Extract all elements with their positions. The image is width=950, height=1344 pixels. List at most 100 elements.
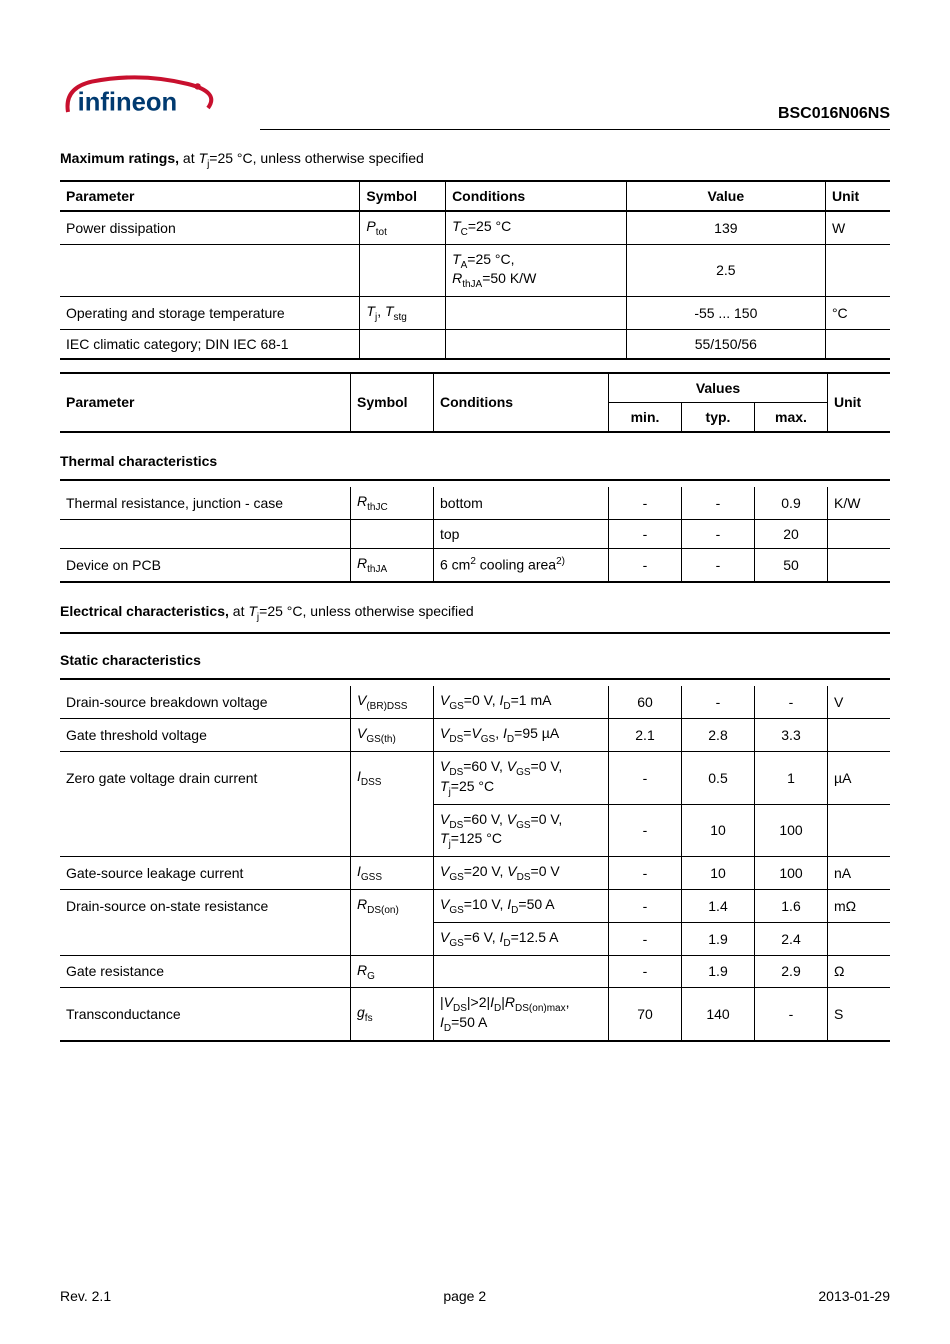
cell-symbol [351, 804, 434, 857]
cell-max: 1.6 [755, 889, 828, 922]
table-row: Zero gate voltage drain currentIDSSVDS=6… [60, 751, 890, 804]
col-max: max. [755, 402, 828, 432]
cell-symbol: Ptot [360, 211, 446, 244]
cell-min: 60 [609, 686, 682, 718]
cell-min: - [609, 889, 682, 922]
table-row: Drain-source breakdown voltageV(BR)DSSVG… [60, 686, 890, 718]
cell-unit: nA [828, 857, 891, 890]
cell-param: Drain-source breakdown voltage [60, 686, 351, 718]
static-title: Static characteristics [60, 652, 890, 680]
part-number: BSC016N06NS [260, 105, 890, 130]
col-min: min. [609, 402, 682, 432]
cell-cond: |VDS|>2|ID|RDS(on)max,ID=50 A [434, 988, 609, 1041]
col-symbol: Symbol [360, 181, 446, 211]
col-unit: Unit [828, 373, 891, 432]
table-header-row: Parameter Symbol Conditions Value Unit [60, 181, 890, 211]
cell-param: Power dissipation [60, 211, 360, 244]
page-footer: Rev. 2.1 page 2 2013-01-29 [60, 1288, 890, 1304]
cell-max: 2.9 [755, 955, 828, 988]
cell-param: Gate resistance [60, 955, 351, 988]
values-header-table: Parameter Symbol Conditions Values Unit … [60, 372, 890, 433]
table-row: IEC climatic category; DIN IEC 68-1 55/1… [60, 329, 890, 359]
page-header: infineon BSC016N06NS [60, 70, 890, 130]
cell-unit: K/W [828, 487, 891, 519]
table-header-row: Parameter Symbol Conditions Values Unit [60, 373, 890, 403]
cell-cond: bottom [434, 487, 609, 519]
table-row: top - - 20 [60, 519, 890, 548]
cell-min: - [609, 857, 682, 890]
cell-unit: S [828, 988, 891, 1041]
cell-typ: - [682, 519, 755, 548]
table-row: Thermal resistance, junction - case RthJ… [60, 487, 890, 519]
cell-symbol: V(BR)DSS [351, 686, 434, 718]
cell-unit: °C [825, 297, 890, 330]
cell-min: - [609, 519, 682, 548]
cell-typ: 2.8 [682, 719, 755, 752]
cell-param: Operating and storage temperature [60, 297, 360, 330]
cell-value: 2.5 [626, 244, 825, 297]
cell-param: Drain-source on-state resistance [60, 889, 351, 922]
cell-symbol: VGS(th) [351, 719, 434, 752]
table-row: Operating and storage temperature Tj, Ts… [60, 297, 890, 330]
cell-param [60, 922, 351, 955]
elec-title-bold: Electrical characteristics, [60, 603, 229, 619]
cell-min: 70 [609, 988, 682, 1041]
cell-param: Thermal resistance, junction - case [60, 487, 351, 519]
svg-text:infineon: infineon [78, 88, 178, 116]
cell-max: 2.4 [755, 922, 828, 955]
cell-typ: 1.9 [682, 922, 755, 955]
elec-title: Electrical characteristics, at Tj=25 °C,… [60, 603, 890, 623]
cell-min: - [609, 922, 682, 955]
cell-symbol: Tj, Tstg [360, 297, 446, 330]
table-row: Drain-source on-state resistanceRDS(on)V… [60, 889, 890, 922]
cell-param: Transconductance [60, 988, 351, 1041]
table-row: TA=25 °C,RthJA=50 K/W 2.5 [60, 244, 890, 297]
cell-unit [828, 922, 891, 955]
cell-symbol: RDS(on) [351, 889, 434, 922]
cell-cond: VDS=VGS, ID=95 µA [434, 719, 609, 752]
cell-min: - [609, 487, 682, 519]
cell-min: - [609, 955, 682, 988]
table-row: Gate-source leakage currentIGSSVGS=20 V,… [60, 857, 890, 890]
cell-cond [434, 955, 609, 988]
cell-param: Device on PCB [60, 548, 351, 581]
maxratings-table: Parameter Symbol Conditions Value Unit P… [60, 180, 890, 360]
footer-date: 2013-01-29 [818, 1288, 890, 1304]
table-row: Power dissipation Ptot TC=25 °C 139 W [60, 211, 890, 244]
cell-cond: VGS=6 V, ID=12.5 A [434, 922, 609, 955]
cell-typ: 1.9 [682, 955, 755, 988]
cell-max: 50 [755, 548, 828, 581]
cell-unit [828, 804, 891, 857]
col-conditions: Conditions [434, 373, 609, 432]
cell-typ: - [682, 686, 755, 718]
cell-unit: V [828, 686, 891, 718]
cell-unit [828, 719, 891, 752]
cell-typ: 10 [682, 857, 755, 890]
cell-min: - [609, 804, 682, 857]
col-typ: typ. [682, 402, 755, 432]
cell-typ: 0.5 [682, 751, 755, 804]
table-row: VGS=6 V, ID=12.5 A-1.92.4 [60, 922, 890, 955]
cell-typ: 1.4 [682, 889, 755, 922]
cell-typ: 140 [682, 988, 755, 1041]
cell-max: 20 [755, 519, 828, 548]
cell-max: - [755, 988, 828, 1041]
cell-symbol: RG [351, 955, 434, 988]
cell-cond: TC=25 °C [446, 211, 627, 244]
cell-max: 0.9 [755, 487, 828, 519]
cell-symbol [351, 922, 434, 955]
table-row: Device on PCB RthJA 6 cm2 cooling area2)… [60, 548, 890, 581]
cell-max: - [755, 686, 828, 718]
cell-min: 2.1 [609, 719, 682, 752]
static-table: Drain-source breakdown voltageV(BR)DSSVG… [60, 686, 890, 1042]
col-unit: Unit [825, 181, 890, 211]
table-row: Gate threshold voltageVGS(th)VDS=VGS, ID… [60, 719, 890, 752]
cell-param: Gate-source leakage current [60, 857, 351, 890]
cell-min: - [609, 548, 682, 581]
col-symbol: Symbol [351, 373, 434, 432]
cell-cond: VGS=20 V, VDS=0 V [434, 857, 609, 890]
cell-typ: 10 [682, 804, 755, 857]
cell-cond: VDS=60 V, VGS=0 V,Tj=125 °C [434, 804, 609, 857]
cell-cond: 6 cm2 cooling area2) [434, 548, 609, 581]
footer-page: page 2 [443, 1288, 486, 1304]
